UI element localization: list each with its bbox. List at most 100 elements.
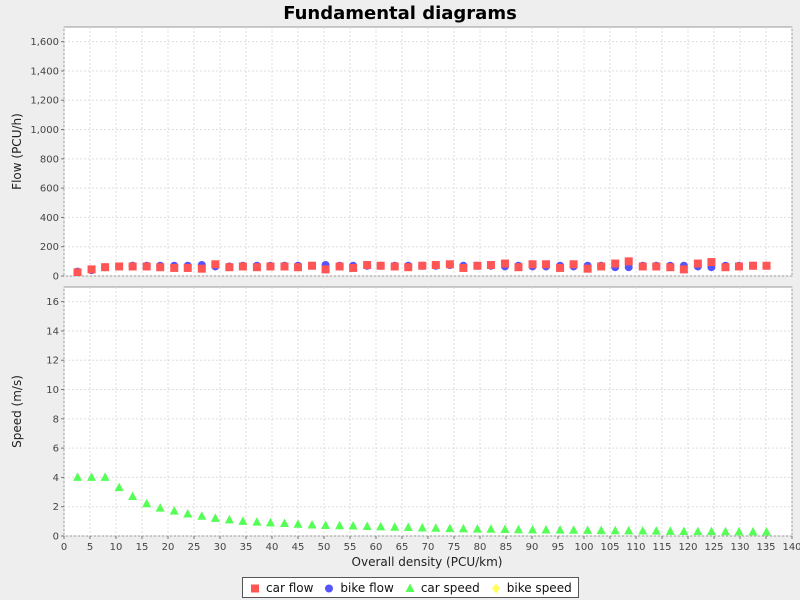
car-flow-point [473, 261, 482, 270]
y-tick-label: 6 [53, 444, 59, 455]
car-flow-point [611, 259, 620, 268]
chart-title: Fundamental diagrams [283, 3, 517, 24]
car-flow-point [486, 261, 495, 270]
y-tick-label: 800 [40, 154, 59, 165]
car-speed-point [155, 503, 165, 512]
car-speed-point [458, 523, 468, 533]
x-tick-label: 30 [214, 542, 227, 553]
legend: car flow bike flow car speed bike speed [242, 577, 579, 598]
car-flow-point [225, 263, 234, 272]
y-tick-label: 4 [53, 473, 59, 484]
car-flow-point [238, 262, 247, 271]
car-flow-point [87, 265, 96, 274]
x-tick-label: 5 [87, 542, 93, 553]
car-speed-point [100, 472, 110, 481]
x-tick-label: 110 [626, 542, 645, 553]
y-tick-label: 1,000 [30, 125, 59, 136]
car-flow-point [431, 261, 440, 270]
car-flow-point [624, 257, 633, 266]
x-tick-label: 35 [240, 542, 253, 553]
car-speed-point [665, 526, 675, 535]
car-speed-point [279, 518, 289, 528]
x-tick-label: 135 [756, 542, 775, 553]
panel-1: 0 200 400 600 800 1,000 1,200 1,400 1,600 Flow (P… [10, 26, 793, 283]
car-speed-point [431, 523, 441, 532]
car-flow-point [569, 260, 578, 269]
car-speed-point [403, 522, 413, 532]
car-flow-point [142, 262, 151, 271]
legend-item-car-flow: car flow [249, 581, 313, 595]
y-tick-label: 400 [40, 213, 59, 224]
car-speed-point [142, 498, 152, 508]
car-speed-point [762, 527, 772, 536]
car-flow-point [349, 263, 358, 272]
x-tick-label: 95 [552, 542, 565, 553]
car-speed-point [706, 526, 716, 536]
car-speed-point [362, 521, 372, 530]
legend-item-car-speed: car speed [404, 581, 480, 595]
legend-label: car flow [266, 580, 314, 595]
x-tick-label: 90 [526, 542, 539, 553]
car-speed-point [265, 517, 275, 527]
car-speed-point [541, 524, 551, 534]
panel-2: 0 2 4 6 8 10 12 14 16 Speed (m/s) [10, 286, 793, 543]
car-flow-point [652, 262, 661, 271]
car-speed-point [348, 521, 358, 530]
x-tick-label: 0 [61, 542, 67, 553]
car-speed-point [183, 509, 193, 518]
x-tick-label: 45 [292, 542, 305, 553]
x-tick-label: 105 [600, 542, 619, 553]
car-speed-point [500, 524, 510, 534]
legend-item-bike-speed: bike speed [490, 581, 572, 595]
x-tick-label: 85 [500, 542, 513, 553]
car-flow-point [749, 261, 757, 270]
car-flow-point [556, 263, 565, 272]
car-speed-point [583, 525, 593, 534]
car-speed-point [610, 525, 620, 535]
car-speed-point [472, 524, 482, 533]
car-flow-point [115, 262, 124, 271]
car-speed-point [445, 523, 455, 533]
y-tick-label: 0 [53, 272, 59, 283]
plot-panels: 0 200 400 600 800 1,000 1,200 1,400 1,600 Flow (P… [10, 26, 793, 543]
car-flow-point [280, 262, 289, 271]
x-tick-label: 65 [396, 542, 409, 553]
car-flow-point [128, 262, 137, 271]
car-speed-point [748, 526, 758, 536]
x-tick-label: 100 [574, 542, 593, 553]
car-speed-point [321, 520, 331, 529]
x-tick-label: 55 [344, 542, 357, 553]
x-tick-label: 125 [704, 542, 723, 553]
car-speed-point [679, 526, 689, 535]
car-speed-point [87, 472, 97, 481]
car-flow-point [500, 259, 509, 268]
x-tick-label: 70 [422, 542, 435, 553]
car-flow-point [308, 261, 317, 270]
y-tick-label: 1,400 [30, 66, 59, 77]
car-speed-point [114, 482, 124, 492]
car-flow-point [514, 263, 523, 272]
data-points [73, 472, 772, 536]
car-flow-point [183, 263, 192, 272]
y-tick-label: 2 [53, 502, 59, 513]
car-flow-point [73, 268, 82, 276]
car-flow-point [666, 263, 675, 272]
x-tick-label: 50 [318, 542, 331, 553]
car-flow-point [101, 263, 110, 272]
car-flow-point [638, 262, 647, 271]
y-tick-label: 12 [46, 356, 59, 367]
car-speed-point [513, 524, 523, 534]
x-tick-label: 20 [162, 542, 175, 553]
y-tick-label: 14 [46, 326, 59, 337]
y-tick-label: 1,200 [30, 96, 59, 107]
x-tick-label: 120 [678, 542, 697, 553]
car-speed-point [651, 526, 661, 535]
car-speed-point [169, 506, 179, 515]
x-tick-label: 130 [730, 542, 749, 553]
car-flow-point [197, 264, 206, 273]
legend-marker [491, 583, 500, 593]
car-flow-point [211, 260, 220, 269]
y-tick-label: 1,600 [30, 37, 59, 48]
car-speed-point [638, 526, 648, 535]
